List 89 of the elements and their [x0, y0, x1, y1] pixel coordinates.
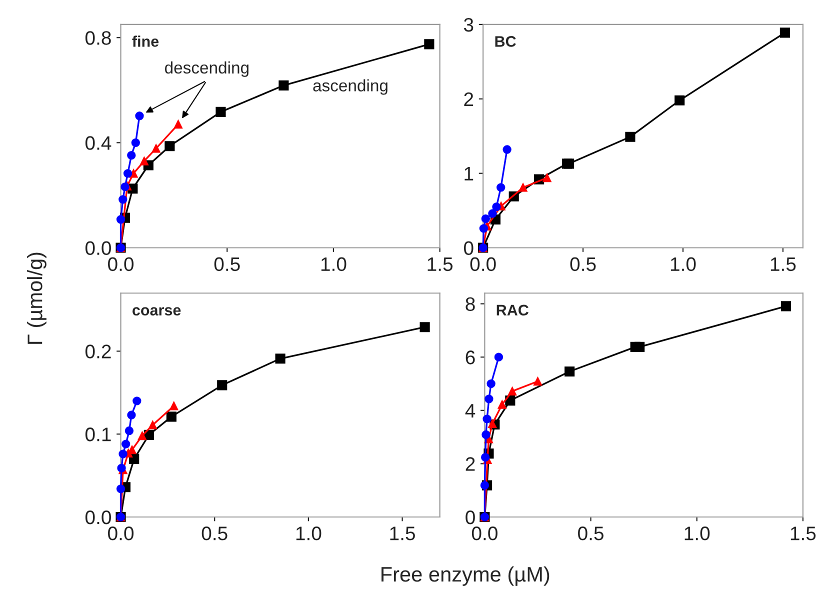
point	[123, 169, 132, 178]
y-tick-label: 0.0	[85, 241, 111, 255]
point	[482, 414, 492, 424]
point	[132, 396, 142, 406]
point	[148, 420, 158, 430]
point	[116, 215, 126, 224]
x-tick-label: 0.5	[202, 526, 228, 540]
point	[482, 430, 490, 439]
text: BC	[495, 36, 516, 47]
x-tick-label: 0.5	[214, 257, 240, 272]
x-tick-label: 0.0	[108, 257, 134, 272]
annotation: descending	[164, 61, 248, 77]
y-tick-label: 0.0	[85, 510, 111, 524]
point	[480, 480, 490, 490]
y-tick-label: 0	[466, 510, 475, 524]
x-tick-label: 1.5	[770, 257, 796, 272]
annotation: ascending	[313, 79, 388, 95]
point	[127, 410, 136, 420]
point	[131, 138, 140, 148]
point	[174, 120, 183, 129]
point	[498, 400, 506, 409]
point	[481, 214, 490, 224]
x-tick-label: 1.0	[684, 526, 710, 540]
point	[166, 412, 176, 422]
point	[508, 386, 517, 396]
point	[492, 202, 501, 212]
y-tick-label: 1	[464, 166, 474, 180]
point	[484, 394, 494, 404]
y-tick-label: 0.1	[85, 428, 111, 442]
point	[152, 144, 160, 153]
point	[217, 380, 228, 390]
point	[135, 112, 144, 120]
y-tick-label: 2	[464, 92, 474, 106]
point	[564, 366, 575, 377]
point	[634, 342, 645, 352]
y-axis-title: Γ (µmol/g)	[27, 252, 46, 344]
y-tick-label: 3	[464, 18, 474, 32]
y-tick-label: 0.4	[85, 136, 112, 150]
point	[486, 379, 496, 388]
point	[138, 431, 147, 440]
x-tick-label: 0.5	[578, 526, 604, 540]
point	[118, 450, 128, 458]
y-tick-label: 0.8	[85, 31, 111, 45]
point	[124, 426, 134, 436]
point	[780, 28, 790, 38]
y-tick-label: 0	[464, 241, 474, 255]
point	[121, 440, 130, 448]
point	[118, 195, 128, 204]
point	[496, 183, 506, 192]
x-tick-label: 0.0	[108, 526, 134, 540]
y-tick-label: 0.2	[85, 344, 111, 358]
point	[625, 132, 636, 142]
point	[494, 352, 504, 362]
text: fine	[132, 36, 159, 47]
point	[216, 106, 226, 117]
point	[424, 39, 434, 50]
point	[116, 484, 126, 494]
point	[780, 301, 792, 312]
point	[518, 183, 528, 192]
point	[120, 182, 130, 192]
x-tick-label: 1.5	[428, 257, 453, 272]
y-tick-label: 4	[465, 404, 476, 418]
y-tick-label: 2	[466, 457, 475, 471]
x-tick-label: 0.5	[570, 257, 596, 272]
point	[502, 145, 512, 154]
x-tick-label: 1.5	[790, 526, 816, 540]
x-tick-label: 1.0	[670, 257, 696, 272]
x-tick-label: 1.5	[390, 526, 415, 540]
y-tick-label: 6	[466, 350, 475, 364]
point	[533, 377, 542, 386]
point	[164, 141, 175, 152]
point	[278, 80, 289, 90]
point	[542, 173, 552, 182]
x-tick-label: 1.0	[321, 257, 346, 272]
point	[127, 150, 136, 160]
point	[275, 354, 286, 364]
text: coarse	[132, 307, 181, 316]
text: RAC	[496, 304, 529, 316]
point	[488, 209, 497, 218]
point	[479, 224, 488, 233]
point	[420, 322, 430, 332]
point	[170, 402, 178, 410]
x-tick-label: 1.0	[296, 526, 322, 540]
point	[140, 156, 149, 166]
point	[674, 95, 685, 106]
x-axis-title: Free enzyme (µM)	[382, 566, 550, 586]
point	[481, 452, 490, 462]
y-tick-label: 8	[466, 297, 475, 312]
point	[488, 419, 497, 428]
